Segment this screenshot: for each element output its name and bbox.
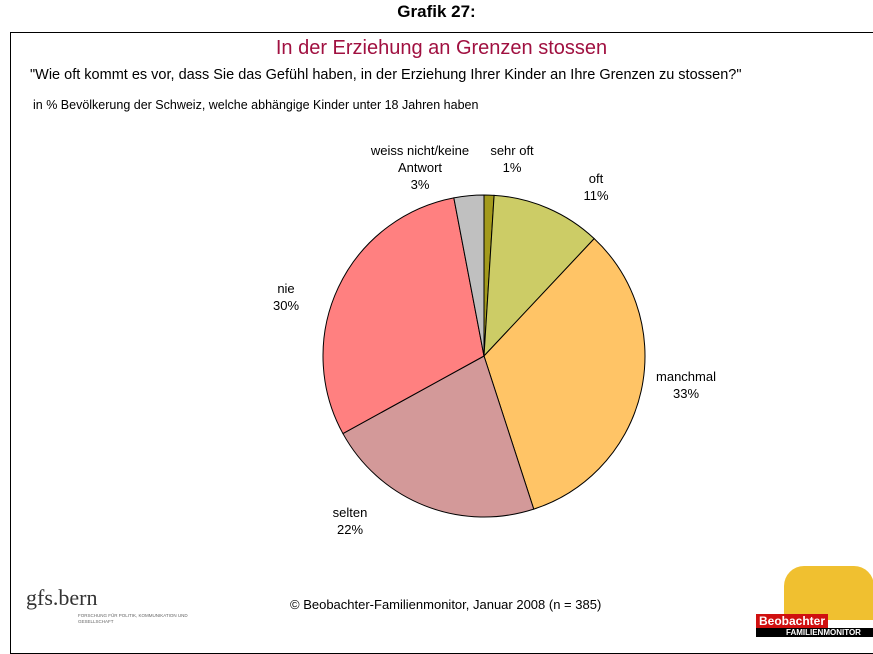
category-label: oft	[588, 171, 604, 186]
chart	[322, 194, 646, 518]
header: Grafik 27:	[397, 2, 476, 21]
note: in % Bevölkerung der Schweiz, welche abh…	[33, 98, 479, 112]
value-label: 30%	[272, 298, 300, 313]
page: Grafik 27: In der Erziehung an Grenzen s…	[10, 2, 873, 654]
category-label: weiss nicht/keine Antwort	[370, 143, 470, 175]
value-label: 33%	[672, 386, 700, 401]
pie-slice	[483, 237, 646, 510]
category-label: nie	[277, 281, 295, 296]
value-label: 22%	[336, 522, 364, 537]
pie-slice	[453, 194, 485, 357]
value-label: 3%	[410, 177, 430, 192]
slice-label: sehr oft 1%	[457, 142, 567, 176]
slice-label: nie 30%	[231, 280, 341, 314]
pie-slice	[483, 194, 595, 358]
category-label: selten	[332, 505, 368, 520]
logo-figures	[784, 566, 873, 620]
gfs-tagline: FORSCHUNG FÜR POLITIK, KOMMUNIKATION UND…	[78, 613, 188, 624]
pie-slice	[342, 355, 535, 518]
beobachter-sub: FAMILIENMONITOR	[756, 628, 873, 637]
subtitle: "Wie oft kommt es vor, dass Sie das Gefü…	[30, 67, 742, 83]
pie-slice	[322, 197, 485, 435]
gfs-logo: gfs.bern	[26, 585, 98, 610]
slice-label: oft 11%	[541, 170, 651, 204]
category-label: sehr oft	[490, 143, 534, 158]
beobachter-logo: Beobachter	[756, 614, 829, 628]
footer: © Beobachter-Familienmonitor, Januar 200…	[290, 597, 602, 612]
value-label: 11%	[583, 188, 609, 203]
slice-label: weiss nicht/keine Antwort 3%	[365, 142, 475, 193]
slice-label: selten 22%	[295, 504, 405, 538]
chart-title: In der Erziehung an Grenzen stossen	[275, 37, 608, 59]
value-label: 1%	[502, 160, 522, 175]
category-label: manchmal	[656, 369, 716, 384]
slice-label: manchmal 33%	[631, 368, 741, 402]
